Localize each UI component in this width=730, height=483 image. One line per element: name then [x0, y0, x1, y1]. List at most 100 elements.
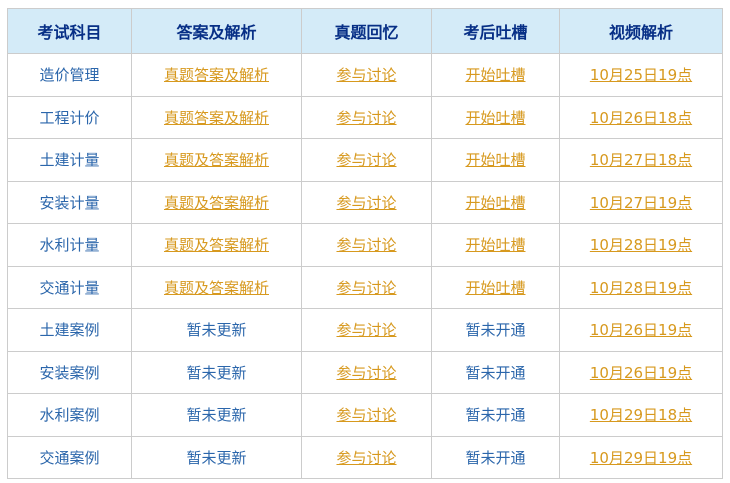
- post-exam-comments-link[interactable]: 开始吐槽: [465, 66, 526, 85]
- answers-analysis-cell: 暂未更新: [131, 435, 302, 479]
- exam-subject-cell: 土建计量: [7, 138, 132, 182]
- video-analysis-cell: 10月26日19点: [559, 350, 723, 394]
- exam-subject-cell: 水利计量: [7, 223, 132, 267]
- table-row: 水利案例 暂未更新 参与讨论 暂未开通 10月29日18点: [7, 393, 723, 437]
- answers-analysis-link[interactable]: 真题答案及解析: [163, 66, 269, 85]
- video-analysis-link[interactable]: 10月28日19点: [589, 278, 693, 297]
- exam-recall-cell: 参与讨论: [301, 53, 432, 97]
- exam-recall-cell: 参与讨论: [301, 95, 432, 139]
- exam-subject-cell: 安装案例: [7, 350, 132, 394]
- exam-subject-cell: 土建案例: [7, 308, 132, 352]
- video-analysis-link[interactable]: 10月25日19点: [589, 66, 693, 85]
- exam-recall-link[interactable]: 参与讨论: [336, 448, 397, 467]
- post-exam-comments-cell: 开始吐槽: [431, 95, 560, 139]
- exam-subject-cell: 交通计量: [7, 265, 132, 309]
- column-header-exam-subject: 考试科目: [7, 8, 132, 54]
- video-analysis-link[interactable]: 10月27日19点: [589, 193, 693, 212]
- answers-analysis-cell: 真题及答案解析: [131, 138, 302, 182]
- answers-analysis-status-text: 暂未更新: [186, 448, 247, 467]
- exam-recall-cell: 参与讨论: [301, 350, 432, 394]
- table-row: 水利计量 真题及答案解析 参与讨论 开始吐槽 10月28日19点: [7, 223, 723, 267]
- exam-recall-link[interactable]: 参与讨论: [336, 108, 397, 127]
- video-analysis-link[interactable]: 10月26日18点: [589, 108, 693, 127]
- answers-analysis-link[interactable]: 真题答案及解析: [163, 108, 269, 127]
- answers-analysis-status-text: 暂未更新: [186, 363, 247, 382]
- table-row: 交通案例 暂未更新 参与讨论 暂未开通 10月29日19点: [7, 435, 723, 479]
- post-exam-comments-status-text: 暂未开通: [465, 321, 526, 340]
- exam-recall-link[interactable]: 参与讨论: [336, 278, 397, 297]
- video-analysis-cell: 10月29日18点: [559, 393, 723, 437]
- exam-recall-cell: 参与讨论: [301, 265, 432, 309]
- exam-recall-cell: 参与讨论: [301, 180, 432, 224]
- table-row: 造价管理 真题答案及解析 参与讨论 开始吐槽 10月25日19点: [7, 53, 723, 97]
- answers-analysis-link[interactable]: 真题及答案解析: [163, 193, 269, 212]
- exam-recall-cell: 参与讨论: [301, 138, 432, 182]
- exam-recall-link[interactable]: 参与讨论: [336, 151, 397, 170]
- post-exam-comments-cell: 暂未开通: [431, 435, 560, 479]
- post-exam-comments-cell: 暂未开通: [431, 350, 560, 394]
- video-analysis-cell: 10月28日19点: [559, 223, 723, 267]
- table-row: 土建案例 暂未更新 参与讨论 暂未开通 10月26日19点: [7, 308, 723, 352]
- exam-recall-cell: 参与讨论: [301, 393, 432, 437]
- post-exam-comments-link[interactable]: 开始吐槽: [465, 278, 526, 297]
- answers-analysis-cell: 真题答案及解析: [131, 53, 302, 97]
- video-analysis-cell: 10月28日19点: [559, 265, 723, 309]
- answers-analysis-cell: 真题及答案解析: [131, 265, 302, 309]
- column-header-post-exam-comments: 考后吐槽: [431, 8, 560, 54]
- video-analysis-cell: 10月25日19点: [559, 53, 723, 97]
- video-analysis-link[interactable]: 10月26日19点: [589, 363, 693, 382]
- exam-recall-link[interactable]: 参与讨论: [336, 236, 397, 255]
- video-analysis-cell: 10月27日19点: [559, 180, 723, 224]
- video-analysis-cell: 10月26日18点: [559, 95, 723, 139]
- exam-subject-cell: 工程计价: [7, 95, 132, 139]
- answers-analysis-link[interactable]: 真题及答案解析: [163, 151, 269, 170]
- table-row: 安装案例 暂未更新 参与讨论 暂未开通 10月26日19点: [7, 350, 723, 394]
- video-analysis-cell: 10月29日19点: [559, 435, 723, 479]
- answers-analysis-cell: 真题及答案解析: [131, 223, 302, 267]
- post-exam-comments-cell: 暂未开通: [431, 393, 560, 437]
- exam-recall-link[interactable]: 参与讨论: [336, 66, 397, 85]
- exam-recall-link[interactable]: 参与讨论: [336, 321, 397, 340]
- exam-subject-cell: 安装计量: [7, 180, 132, 224]
- exam-subject-cell: 造价管理: [7, 53, 132, 97]
- table-row: 工程计价 真题答案及解析 参与讨论 开始吐槽 10月26日18点: [7, 95, 723, 139]
- table-header-row: 考试科目 答案及解析 真题回忆 考后吐槽 视频解析: [7, 8, 723, 54]
- post-exam-comments-status-text: 暂未开通: [465, 406, 526, 425]
- video-analysis-link[interactable]: 10月28日19点: [589, 236, 693, 255]
- answers-analysis-link[interactable]: 真题及答案解析: [163, 236, 269, 255]
- video-analysis-cell: 10月26日19点: [559, 308, 723, 352]
- video-analysis-link[interactable]: 10月27日18点: [589, 151, 693, 170]
- post-exam-comments-link[interactable]: 开始吐槽: [465, 108, 526, 127]
- column-header-video-analysis: 视频解析: [559, 8, 723, 54]
- table-row: 安装计量 真题及答案解析 参与讨论 开始吐槽 10月27日19点: [7, 180, 723, 224]
- exam-recall-link[interactable]: 参与讨论: [336, 363, 397, 382]
- exam-recall-cell: 参与讨论: [301, 223, 432, 267]
- answers-analysis-cell: 暂未更新: [131, 308, 302, 352]
- table-row: 土建计量 真题及答案解析 参与讨论 开始吐槽 10月27日18点: [7, 138, 723, 182]
- column-header-exam-recall: 真题回忆: [301, 8, 432, 54]
- exam-recall-link[interactable]: 参与讨论: [336, 406, 397, 425]
- video-analysis-link[interactable]: 10月29日18点: [589, 406, 693, 425]
- table-row: 交通计量 真题及答案解析 参与讨论 开始吐槽 10月28日19点: [7, 265, 723, 309]
- post-exam-comments-link[interactable]: 开始吐槽: [465, 151, 526, 170]
- post-exam-comments-link[interactable]: 开始吐槽: [465, 236, 526, 255]
- video-analysis-cell: 10月27日18点: [559, 138, 723, 182]
- answers-analysis-cell: 真题答案及解析: [131, 95, 302, 139]
- post-exam-comments-cell: 开始吐槽: [431, 223, 560, 267]
- answers-analysis-cell: 真题及答案解析: [131, 180, 302, 224]
- answers-analysis-cell: 暂未更新: [131, 393, 302, 437]
- answers-analysis-status-text: 暂未更新: [186, 406, 247, 425]
- answers-analysis-link[interactable]: 真题及答案解析: [163, 278, 269, 297]
- post-exam-comments-cell: 暂未开通: [431, 308, 560, 352]
- video-analysis-link[interactable]: 10月26日19点: [589, 321, 693, 340]
- exam-recall-cell: 参与讨论: [301, 308, 432, 352]
- post-exam-comments-status-text: 暂未开通: [465, 363, 526, 382]
- post-exam-comments-cell: 开始吐槽: [431, 265, 560, 309]
- video-analysis-link[interactable]: 10月29日19点: [589, 448, 693, 467]
- post-exam-comments-cell: 开始吐槽: [431, 138, 560, 182]
- post-exam-comments-cell: 开始吐槽: [431, 180, 560, 224]
- answers-analysis-cell: 暂未更新: [131, 350, 302, 394]
- exam-recall-link[interactable]: 参与讨论: [336, 193, 397, 212]
- post-exam-comments-link[interactable]: 开始吐槽: [465, 193, 526, 212]
